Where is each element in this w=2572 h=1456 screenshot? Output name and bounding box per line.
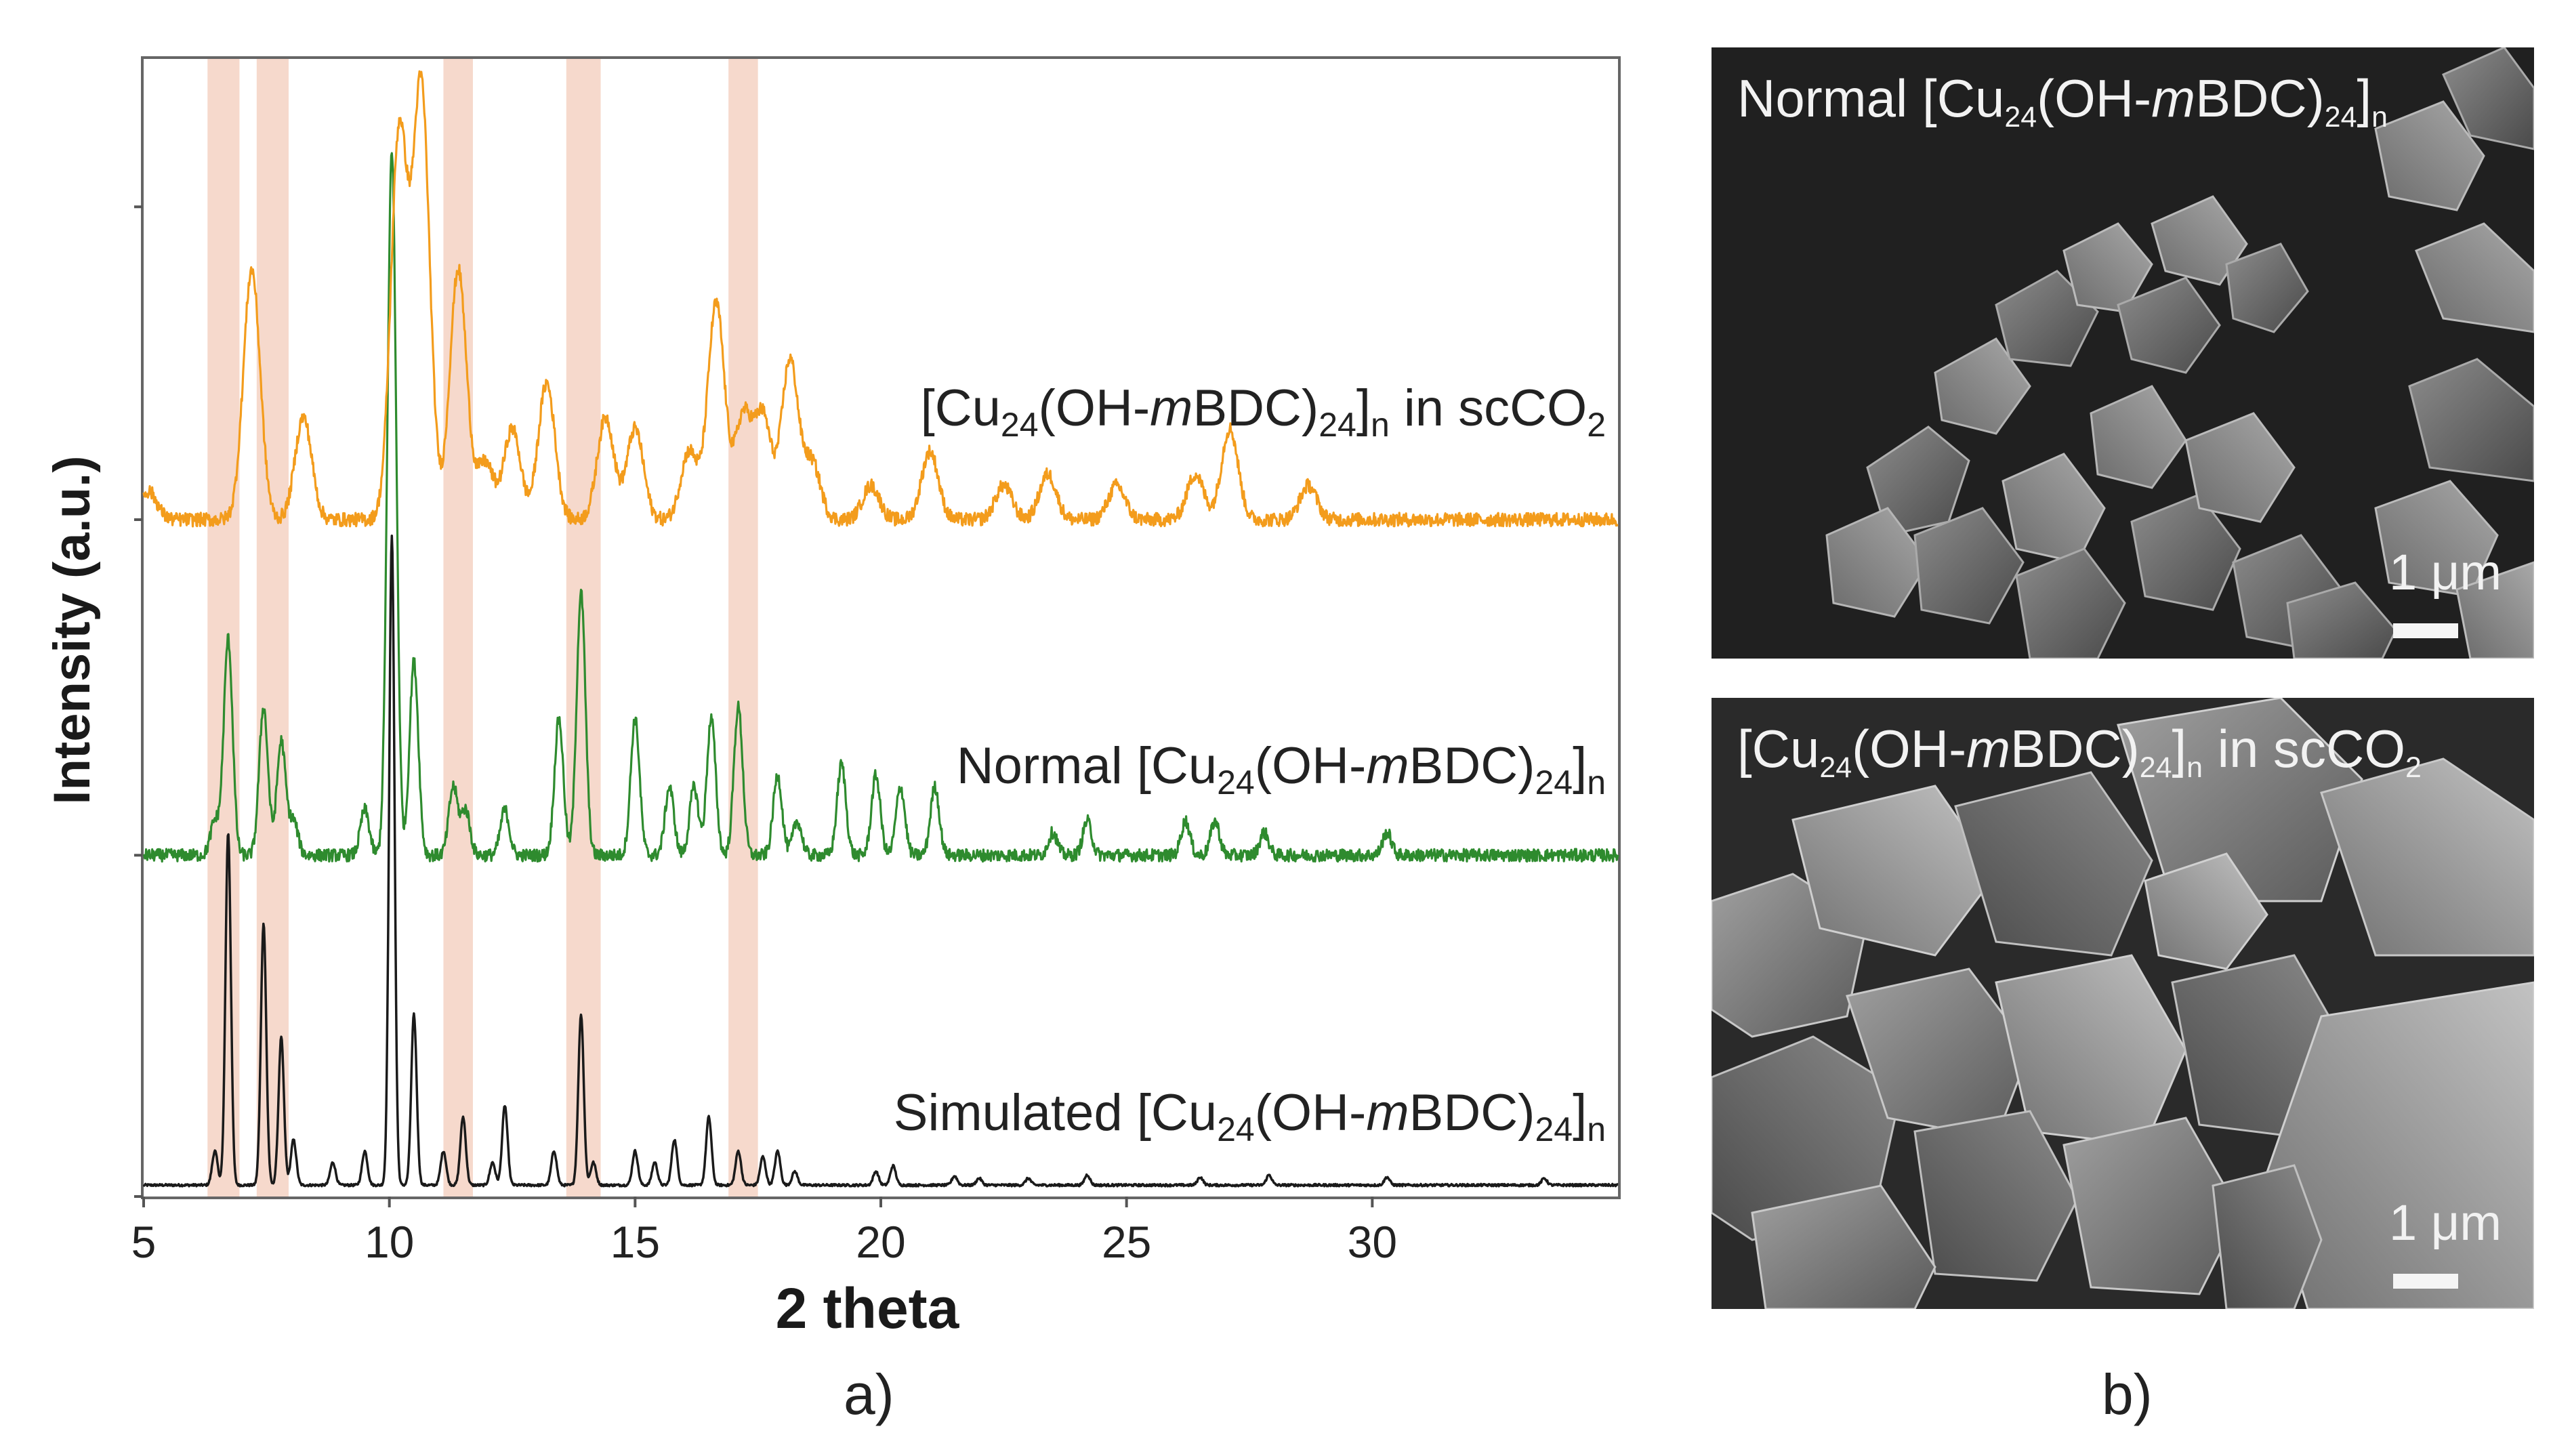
x-tick-label-5: 5: [131, 1217, 157, 1267]
scale-bar-line: [2393, 1274, 2458, 1289]
x-tick-label-10: 10: [365, 1217, 414, 1267]
sem-image-normal: Normal [Cu24(OH-mBDC)24]n 1 μm: [1712, 47, 2534, 659]
series-label-2: Normal [Cu24(OH-mBDC)24]n: [957, 737, 1606, 802]
axis-ticks: 5 10 15 20 25 30: [131, 205, 1397, 1267]
sem-image-scco2: [Cu24(OH-mBDC)24]n in scCO2 1 μm: [1712, 698, 2534, 1309]
xrd-chart: 5 10 15 20 25 30 Simulated [Cu24(OH-mBDC)24]n…: [43, 56, 1621, 1340]
sem-texture-normal: [1712, 47, 2534, 659]
x-axis-label: 2 theta: [776, 1276, 960, 1340]
x-tick-label-25: 25: [1102, 1217, 1151, 1267]
scale-bar: 1 μm: [2366, 1194, 2502, 1289]
sem-title-normal: Normal [Cu24(OH-mBDC)24]n: [1737, 68, 2388, 133]
sem-title-scco2: [Cu24(OH-mBDC)24]n in scCO2: [1737, 719, 2422, 784]
scale-bar: 1 μm: [2366, 543, 2502, 638]
series-label-1: Simulated [Cu24(OH-mBDC)24]n: [894, 1084, 1606, 1148]
series-line-2: [142, 152, 1619, 863]
highlight-bands: [207, 59, 758, 1197]
series-labels: Simulated [Cu24(OH-mBDC)24]n Normal [Cu24…: [894, 379, 1606, 1148]
highlight-band-1: [207, 59, 240, 1197]
y-axis-label: Intensity (a.u.): [43, 455, 101, 804]
series-line-1: [142, 535, 1619, 1188]
panel-label-b: b): [2102, 1363, 2153, 1426]
series-line-3: [142, 70, 1619, 528]
x-tick-label-15: 15: [610, 1217, 660, 1267]
panel-label-a: a): [844, 1363, 894, 1426]
sem-texture-scco2: [1712, 698, 2534, 1309]
plot-frame: [141, 56, 1621, 1199]
scale-bar-label: 1 μm: [2389, 1194, 2502, 1251]
series-layer: [142, 70, 1619, 1188]
x-tick-label-30: 30: [1348, 1217, 1397, 1267]
highlight-band-5: [728, 59, 758, 1197]
series-label-3: [Cu24(OH-mBDC)24]n in scCO2: [921, 379, 1606, 444]
scale-bar-label: 1 μm: [2389, 544, 2502, 600]
highlight-band-3: [443, 59, 473, 1197]
x-tick-label-20: 20: [856, 1217, 905, 1267]
scale-bar-line: [2393, 623, 2458, 638]
